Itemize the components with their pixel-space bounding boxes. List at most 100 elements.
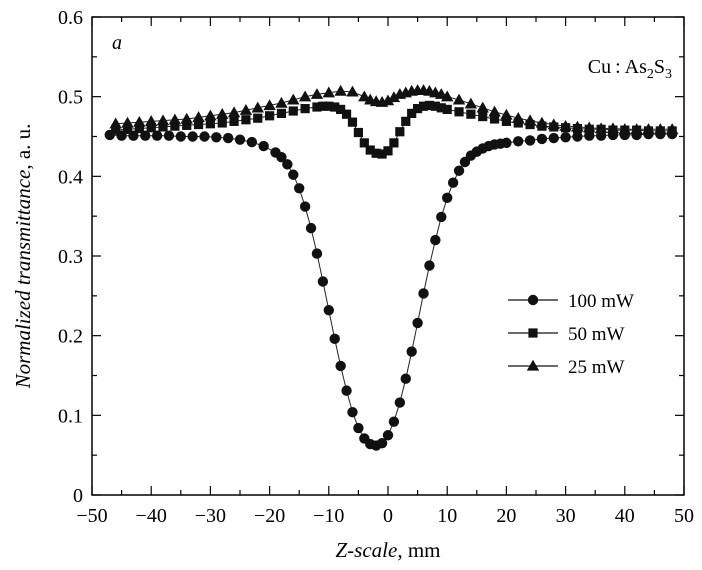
data-point <box>305 222 317 234</box>
data-point <box>239 104 253 115</box>
data-point <box>263 99 276 111</box>
data-point <box>341 109 352 119</box>
data-point <box>418 101 429 111</box>
data-point <box>336 104 346 115</box>
data-point <box>111 125 121 135</box>
data-point <box>654 123 667 134</box>
panel-label: a <box>112 32 122 54</box>
data-point <box>318 101 328 111</box>
data-point <box>109 117 122 129</box>
data-point <box>241 115 251 125</box>
data-point <box>294 183 305 194</box>
data-point <box>513 118 523 128</box>
data-point <box>412 317 423 329</box>
data-point <box>253 113 263 123</box>
data-point <box>665 123 679 134</box>
series-line <box>109 133 673 447</box>
data-point <box>388 416 400 427</box>
data-point <box>330 102 340 112</box>
data-point <box>276 108 287 118</box>
data-point <box>365 145 375 155</box>
data-point <box>163 130 175 141</box>
data-point <box>156 114 170 126</box>
data-point <box>594 122 608 134</box>
data-point <box>192 111 205 123</box>
data-point <box>158 122 168 132</box>
data-point <box>430 101 440 111</box>
data-point <box>513 136 524 147</box>
data-point <box>216 107 229 119</box>
data-point <box>300 104 310 114</box>
data-point <box>312 102 322 112</box>
data-point <box>329 333 340 345</box>
data-point <box>323 304 334 316</box>
data-point <box>387 91 401 103</box>
legend-label: 100 mW <box>568 291 634 312</box>
data-point <box>322 86 335 98</box>
data-point <box>394 397 406 408</box>
data-point <box>559 119 572 131</box>
x-tick-label: 20 <box>496 505 516 527</box>
sample-annotation: Cu : As2S3 <box>588 56 672 82</box>
data-point <box>168 113 182 125</box>
y-tick-label: 0.1 <box>58 405 83 427</box>
data-point <box>234 134 246 145</box>
legend-label: 25 mW <box>568 357 625 378</box>
data-point <box>383 146 393 156</box>
data-point <box>288 106 298 116</box>
annotation-mid: S <box>654 56 665 78</box>
data-point <box>199 131 210 142</box>
data-point <box>478 111 488 122</box>
plot-frame <box>91 16 685 496</box>
data-point <box>424 100 435 111</box>
data-point <box>642 123 655 134</box>
legend-entry: 100 mW <box>508 291 634 312</box>
annotation-base: Cu : As <box>588 56 647 78</box>
data-marks <box>104 84 679 451</box>
data-point <box>346 85 359 97</box>
data-point <box>334 84 347 96</box>
data-point <box>182 120 192 130</box>
series-circle <box>104 128 678 451</box>
x-tick-label: −30 <box>195 505 226 527</box>
x-axis-title-italic: Z-scale <box>336 538 398 562</box>
y-axis: 0 0.1 0.2 0.3 0.4 0.5 0.6 <box>58 7 684 507</box>
data-point <box>287 93 300 105</box>
y-tick-label: 0.4 <box>58 166 83 188</box>
x-tick-label: 10 <box>437 505 457 527</box>
y-axis-title: Normalized transmittance, a. u. <box>11 124 35 390</box>
legend: 100 mW 50 mW 25 mW <box>508 291 634 378</box>
data-point <box>211 132 222 143</box>
data-point <box>229 116 239 126</box>
x-tick-label: 50 <box>674 505 694 527</box>
data-point <box>454 107 464 117</box>
y-tick-label: 0 <box>73 485 83 507</box>
data-point <box>583 121 596 133</box>
data-point <box>401 116 411 126</box>
data-point <box>371 148 381 158</box>
data-point <box>335 360 346 372</box>
data-point <box>288 169 299 180</box>
data-point <box>151 130 163 141</box>
y-axis-title-italic: Normalized transmittance <box>11 170 35 390</box>
x-tick-label: −40 <box>136 505 167 527</box>
x-axis: −50 −40 −30 −20 −10 0 10 20 30 40 50 <box>76 17 694 527</box>
data-point <box>299 201 311 212</box>
data-point <box>389 138 399 148</box>
data-point <box>347 406 358 418</box>
data-point <box>501 116 511 126</box>
data-point <box>170 121 180 131</box>
data-point <box>217 118 227 128</box>
data-point <box>122 124 133 134</box>
data-point <box>359 138 369 148</box>
data-point <box>407 108 417 118</box>
x-tick-label: 40 <box>615 505 635 527</box>
data-point <box>395 127 405 137</box>
x-tick-label: −20 <box>254 505 285 527</box>
y-tick-label: 0.3 <box>58 246 83 268</box>
data-point <box>548 132 559 144</box>
data-point <box>205 119 215 129</box>
data-point <box>524 135 536 146</box>
x-axis-title: Z-scale, mm <box>336 538 441 562</box>
data-point <box>466 109 476 119</box>
